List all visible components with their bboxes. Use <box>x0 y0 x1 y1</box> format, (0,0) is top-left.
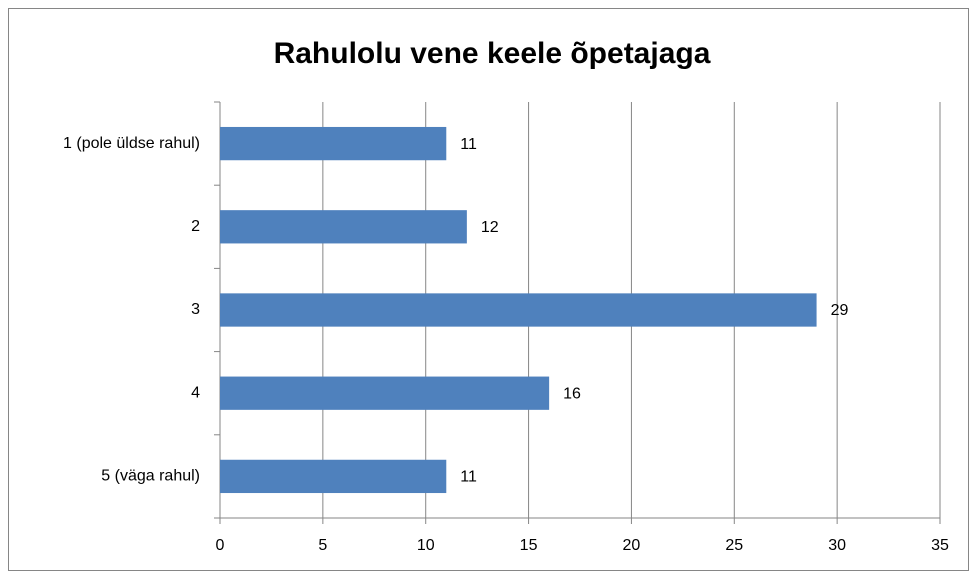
x-tick-label: 10 <box>417 537 435 554</box>
x-tick-label: 25 <box>725 537 743 554</box>
y-tick-label: 5 (väga rahul) <box>101 468 200 485</box>
y-tick-label: 2 <box>191 218 200 235</box>
x-tick-label: 5 <box>318 537 327 554</box>
x-tick-label: 35 <box>931 537 949 554</box>
data-label: 12 <box>481 219 499 236</box>
data-label: 29 <box>831 302 849 319</box>
data-label: 11 <box>460 136 477 153</box>
chart-title: Rahulolu vene keele õpetajaga <box>274 37 711 70</box>
bar <box>220 126 447 161</box>
y-tick-label: 3 <box>191 301 200 318</box>
data-label: 16 <box>563 385 581 402</box>
bar <box>220 293 817 327</box>
y-tick-label: 4 <box>191 384 200 401</box>
data-label: 11 <box>460 469 477 486</box>
y-tick-label: 1 (pole üldse rahul) <box>63 135 200 152</box>
x-tick-label: 15 <box>520 537 538 554</box>
x-tick-label: 30 <box>828 537 846 554</box>
bar <box>220 376 550 410</box>
x-tick-label: 20 <box>623 537 641 554</box>
x-tick-label: 0 <box>216 537 225 554</box>
bar <box>220 459 447 494</box>
bar <box>220 210 467 244</box>
chart-frame <box>8 8 969 571</box>
